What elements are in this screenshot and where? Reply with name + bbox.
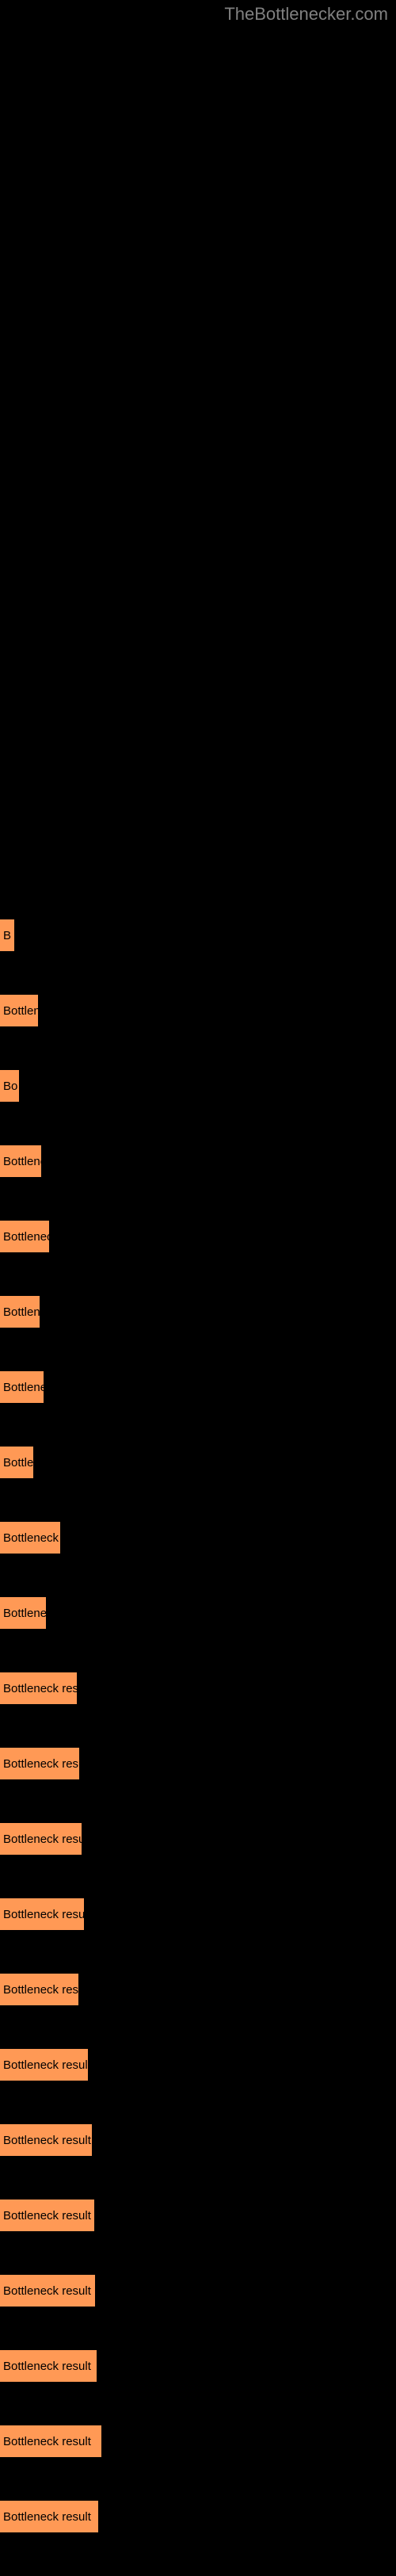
bar-0: B xyxy=(0,919,14,951)
bar-17: Bottleneck result xyxy=(0,2200,94,2231)
bar-7: Bottle xyxy=(0,1447,33,1478)
bar-row: Bottleneck result xyxy=(0,2200,396,2231)
bar-16: Bottleneck result xyxy=(0,2124,92,2156)
bar-row: Bottleneck result xyxy=(0,2275,396,2307)
bar-15: Bottleneck result xyxy=(0,2049,88,2081)
bar-18: Bottleneck result xyxy=(0,2275,95,2307)
bar-8: Bottleneck re xyxy=(0,1522,60,1554)
bar-1: Bottlen xyxy=(0,995,38,1026)
bar-row: B xyxy=(0,919,396,951)
bar-row: Bottleneck result xyxy=(0,1898,396,1930)
bar-3: Bottlene xyxy=(0,1145,41,1177)
bar-10: Bottleneck resul xyxy=(0,1672,77,1704)
bar-row: Bottleneck result xyxy=(0,2350,396,2382)
bar-5: Bottlene xyxy=(0,1296,40,1328)
bar-row: Bottlen xyxy=(0,995,396,1026)
bar-row: Bottlene xyxy=(0,1145,396,1177)
bar-row: Bottlenec xyxy=(0,1371,396,1403)
bar-row: Bottleneck resul xyxy=(0,1974,396,2005)
bar-row: Bottlene xyxy=(0,1296,396,1328)
bar-12: Bottleneck result xyxy=(0,1823,82,1855)
bar-21: Bottleneck result xyxy=(0,2501,98,2532)
bar-row: Bottlenec xyxy=(0,1597,396,1629)
bar-row: Bottleneck xyxy=(0,1221,396,1252)
bar-row: Bottleneck result xyxy=(0,2124,396,2156)
bar-14: Bottleneck resul xyxy=(0,1974,78,2005)
bar-9: Bottlenec xyxy=(0,1597,46,1629)
bar-19: Bottleneck result xyxy=(0,2350,97,2382)
bar-row: Bottleneck result xyxy=(0,2501,396,2532)
watermark-text: TheBottlenecker.com xyxy=(224,4,388,25)
bar-row: Bottleneck result xyxy=(0,2049,396,2081)
bar-11: Bottleneck result xyxy=(0,1748,79,1779)
bar-6: Bottlenec xyxy=(0,1371,44,1403)
bar-row: Bottleneck result xyxy=(0,1823,396,1855)
bar-2: Bo xyxy=(0,1070,19,1102)
bar-row: Bo xyxy=(0,1070,396,1102)
bar-row: Bottleneck result xyxy=(0,1748,396,1779)
bar-chart: B Bottlen Bo Bottlene Bottleneck Bottlen… xyxy=(0,919,396,2576)
bar-row: Bottleneck resul xyxy=(0,1672,396,1704)
bar-row: Bottleneck result xyxy=(0,2425,396,2457)
bar-20: Bottleneck result xyxy=(0,2425,101,2457)
bar-row: Bottleneck re xyxy=(0,1522,396,1554)
bar-13: Bottleneck result xyxy=(0,1898,84,1930)
bar-row: Bottle xyxy=(0,1447,396,1478)
bar-4: Bottleneck xyxy=(0,1221,49,1252)
